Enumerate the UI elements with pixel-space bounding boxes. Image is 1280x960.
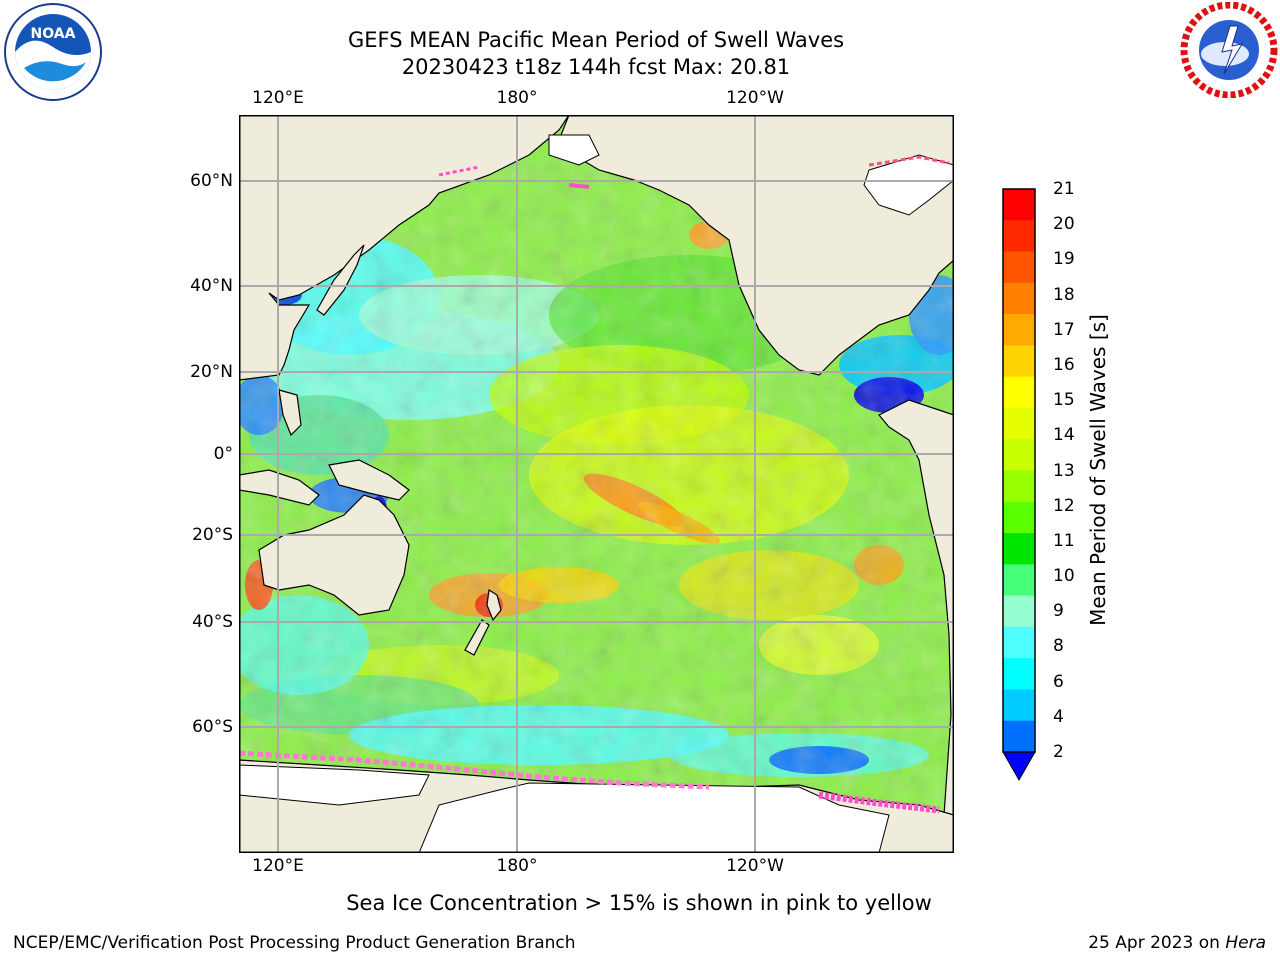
colorbar-band — [1003, 376, 1035, 409]
generation-date-text: 25 Apr 2023 on — [1088, 933, 1220, 953]
noaa-logo-text: NOAA — [31, 26, 76, 42]
lon-label-top-180: 180° — [496, 88, 538, 108]
colorbar-tick-label: 13 — [1053, 460, 1075, 481]
ice-regions — [238, 134, 955, 854]
colorbar-band — [1003, 314, 1035, 346]
colorbar-tick-label: 17 — [1053, 319, 1075, 340]
lat-label-0: 0° — [213, 444, 233, 464]
colorbar-band — [1003, 345, 1035, 378]
lon-label-bottom-180: 180° — [496, 856, 538, 876]
colorbar-band — [1003, 439, 1035, 471]
colorbar-band — [1003, 564, 1035, 597]
colorbar-band — [1003, 533, 1035, 565]
colorbar-bands — [1003, 189, 1035, 753]
colorbar-band — [1003, 658, 1035, 690]
colorbar-tick-label: 20 — [1053, 214, 1075, 235]
lat-label-40n: 40°N — [190, 276, 233, 296]
sea-ice-note: Sea Ice Concentration > 15% is shown in … — [346, 891, 932, 915]
colorbar-band — [1003, 595, 1035, 628]
colorbar — [1002, 188, 1036, 790]
colorbar-tick-label: 8 — [1053, 636, 1064, 657]
colorbar-band — [1003, 626, 1035, 659]
lon-label-top-120e: 120°E — [252, 88, 304, 108]
colorbar-under-arrow — [1002, 751, 1036, 782]
lat-label-60n: 60°N — [190, 171, 233, 191]
map-gridlines — [239, 115, 954, 853]
machine-name: Hera — [1225, 933, 1266, 953]
sea-ice-fringe — [238, 155, 950, 814]
generation-date: 25 Apr 2023 on Hera — [1088, 933, 1266, 953]
lat-label-60s: 60°S — [192, 717, 233, 737]
colorbar-tick-label: 11 — [1053, 530, 1075, 551]
colorbar-band — [1003, 470, 1035, 503]
colorbar-band — [1003, 501, 1035, 534]
colorbar-band — [1003, 189, 1035, 221]
lat-label-40s: 40°S — [192, 612, 233, 632]
colorbar-band — [1003, 689, 1035, 722]
colorbar-band — [1003, 720, 1035, 753]
noaa-logo: NOAA — [2, 2, 104, 102]
national-weather-service-logo — [1180, 1, 1278, 99]
colorbar-tick-label: 12 — [1053, 495, 1075, 516]
lon-label-top-120w: 120°W — [726, 88, 784, 108]
colorbar-tick-label: 15 — [1053, 390, 1075, 411]
map-subtitle: 20230423 t18z 144h fcst Max: 20.81 — [401, 55, 791, 79]
lon-label-bottom-120w: 120°W — [726, 856, 784, 876]
colorbar-tick-label: 9 — [1053, 601, 1064, 622]
colorbar-tick-label: 14 — [1053, 425, 1075, 446]
colorbar-tick-label: 4 — [1053, 706, 1064, 727]
colorbar-tick-label: 16 — [1053, 354, 1075, 375]
lon-label-bottom-120e: 120°E — [252, 856, 304, 876]
colorbar-tick-label: 10 — [1053, 566, 1075, 587]
colorbar-band — [1003, 282, 1035, 315]
map-border — [239, 115, 954, 853]
credit-text: NCEP/EMC/Verification Post Processing Pr… — [13, 933, 576, 953]
colorbar-title: Mean Period of Swell Waves [s] — [1086, 314, 1110, 626]
lat-label-20n: 20°N — [190, 362, 233, 382]
colorbar-border — [1002, 188, 1036, 753]
colorbar-tick-label: 21 — [1053, 179, 1075, 199]
colorbar-band — [1003, 407, 1035, 440]
colorbar-tick-label: 2 — [1053, 742, 1064, 762]
colorbar-tick-label: 19 — [1053, 249, 1075, 270]
colorbar-band — [1003, 251, 1035, 284]
colorbar-band — [1003, 220, 1035, 253]
colorbar-tick-label: 18 — [1053, 284, 1075, 305]
lat-label-20s: 20°S — [192, 525, 233, 545]
colorbar-tick-label: 6 — [1053, 671, 1064, 692]
swell-period-map — [229, 114, 969, 854]
map-title: GEFS MEAN Pacific Mean Period of Swell W… — [347, 28, 845, 52]
